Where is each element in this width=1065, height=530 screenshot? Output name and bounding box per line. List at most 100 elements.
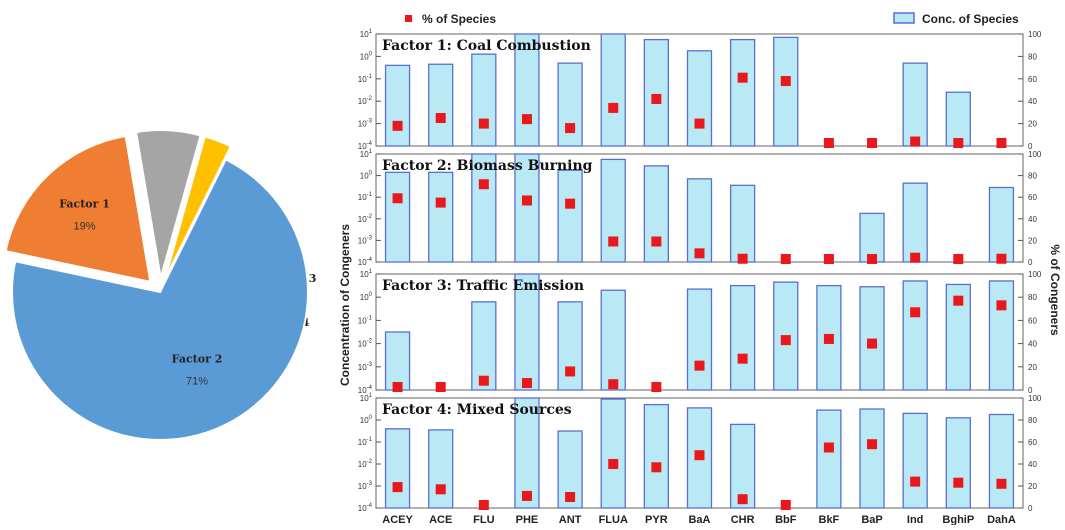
pct-marker <box>867 138 878 148</box>
left-tick-label: 10-3 <box>358 481 373 491</box>
right-tick-label: 40 <box>1028 97 1037 106</box>
left-tick-label: 100 <box>360 51 373 61</box>
pie-value-label: 19% <box>74 220 96 232</box>
conc-bar <box>514 153 540 263</box>
legend-marker-pct <box>405 15 412 22</box>
conc-bar <box>859 408 885 509</box>
right-tick-label: 40 <box>1028 340 1037 349</box>
pct-marker <box>910 307 921 318</box>
conc-bar <box>729 38 756 147</box>
left-tick-label: 100 <box>360 415 373 425</box>
legend-label-pct: % of Species <box>422 12 496 26</box>
left-tick-label: 100 <box>360 292 373 302</box>
conc-bar <box>729 184 756 263</box>
left-tick-label: 10-1 <box>358 437 373 447</box>
pct-marker <box>737 253 748 264</box>
panel-title: Factor 4: Mixed Sources <box>382 402 572 418</box>
conc-bar <box>945 417 971 509</box>
pct-marker <box>867 338 878 349</box>
conc-bar <box>945 91 971 147</box>
right-tick-label: 0 <box>1028 504 1033 513</box>
left-tick-label: 10-1 <box>358 315 373 325</box>
pie-slice <box>4 134 152 284</box>
conc-bar <box>471 153 497 263</box>
pct-marker <box>478 375 489 386</box>
pct-marker <box>694 118 705 129</box>
pct-marker <box>996 478 1007 489</box>
pct-marker <box>694 248 705 259</box>
pct-marker <box>823 442 834 453</box>
right-tick-label: 100 <box>1028 30 1042 39</box>
left-tick-label: 10-2 <box>358 96 373 106</box>
left-tick-label: 10-3 <box>358 235 373 245</box>
conc-bar <box>514 273 540 391</box>
category-label: PHE <box>516 514 539 525</box>
conc-bar <box>428 63 454 147</box>
conc-bar <box>902 280 928 391</box>
conc-bar <box>729 423 756 509</box>
right-tick-label: 20 <box>1028 120 1037 129</box>
category-label: BbF <box>775 514 797 525</box>
left-tick-label: 10-2 <box>358 214 373 224</box>
conc-bar <box>384 171 411 263</box>
pct-marker <box>565 492 576 502</box>
pct-marker <box>953 295 964 306</box>
pct-marker <box>392 193 403 204</box>
pct-marker <box>780 76 791 87</box>
conc-bar <box>988 280 1015 391</box>
right-tick-label: 0 <box>1028 258 1033 267</box>
pct-marker <box>910 476 921 487</box>
conc-bar <box>729 284 756 391</box>
conc-bar <box>686 178 713 263</box>
category-label: CHR <box>731 514 755 525</box>
category-label: DahA <box>987 514 1016 525</box>
pct-marker <box>867 254 878 264</box>
pct-marker <box>694 360 705 371</box>
pie-value-label: 71% <box>186 376 208 388</box>
panel-title: Factor 1: Coal Combustion <box>382 38 591 54</box>
conc-bar <box>600 33 626 147</box>
pct-marker <box>737 494 748 505</box>
right-tick-label: 80 <box>1028 172 1037 181</box>
right-tick-label: 40 <box>1028 460 1037 469</box>
right-tick-label: 40 <box>1028 215 1037 224</box>
pct-marker <box>780 254 791 264</box>
pct-marker <box>608 379 619 390</box>
left-tick-label: 10-3 <box>358 119 373 129</box>
left-tick-label: 10-4 <box>358 385 373 395</box>
pct-marker <box>867 439 878 450</box>
right-tick-label: 60 <box>1028 438 1037 447</box>
pie-chart: Factor 119%Factor 37%Factor 43%Factor 27… <box>4 129 316 441</box>
left-tick-label: 10-4 <box>358 257 373 267</box>
pct-marker <box>521 490 532 501</box>
category-label: Ind <box>907 514 924 525</box>
right-tick-label: 20 <box>1028 482 1037 491</box>
right-tick-label: 20 <box>1028 363 1037 372</box>
conc-bar <box>988 413 1015 509</box>
conc-bar <box>600 289 626 391</box>
conc-bar <box>643 165 670 263</box>
conc-bar <box>859 212 885 263</box>
left-tick-label: 101 <box>360 393 373 403</box>
pct-marker <box>435 197 446 208</box>
left-tick-label: 10-2 <box>358 459 373 469</box>
right-tick-label: 60 <box>1028 75 1037 84</box>
right-tick-label: 100 <box>1028 394 1042 403</box>
conc-bar <box>471 53 497 147</box>
pct-marker <box>823 138 834 148</box>
pct-marker <box>565 198 576 209</box>
pct-marker <box>823 254 834 264</box>
left-tick-label: 101 <box>360 149 373 159</box>
conc-bar <box>643 38 670 147</box>
conc-bar <box>686 50 713 147</box>
pct-marker <box>737 353 748 364</box>
pct-marker <box>953 477 964 488</box>
pct-marker <box>780 335 791 346</box>
right-axis-title: % of Congeners <box>1048 244 1062 336</box>
pct-marker <box>392 120 403 131</box>
conc-bar <box>902 182 928 263</box>
right-tick-label: 100 <box>1028 150 1042 159</box>
pct-marker <box>435 382 446 392</box>
left-tick-label: 10-1 <box>358 74 373 84</box>
